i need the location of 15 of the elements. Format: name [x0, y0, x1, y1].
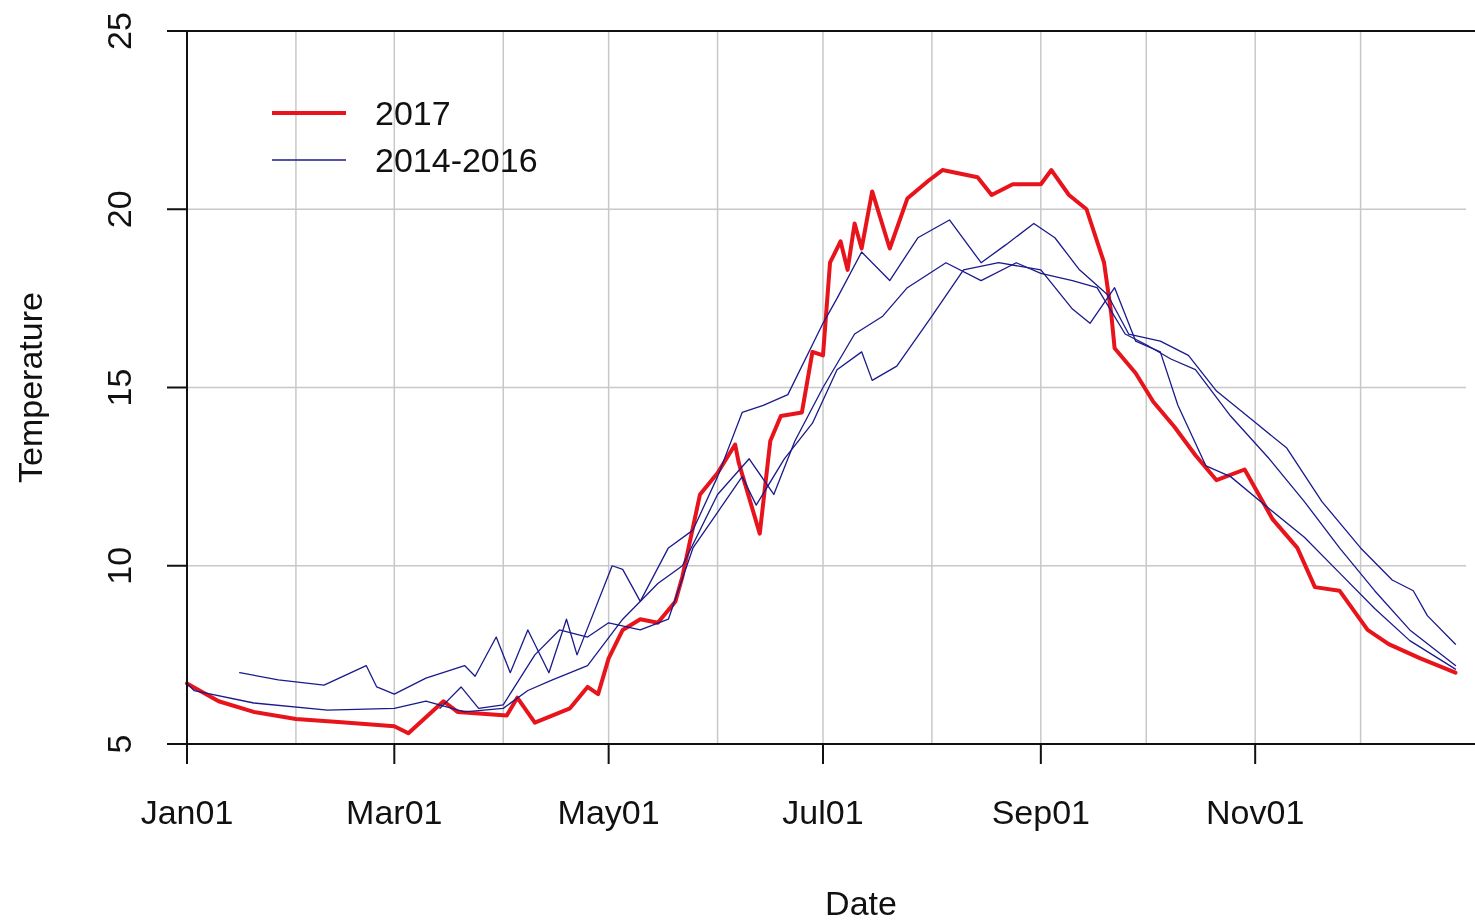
x-tick-label: May01	[557, 793, 660, 831]
x-tick-label: Mar01	[346, 793, 443, 831]
y-tick-label: 15	[100, 368, 138, 407]
y-tick-label: 10	[100, 546, 138, 585]
x-tick-label: Nov01	[1206, 793, 1305, 831]
y-tick-label: 5	[100, 734, 138, 754]
x-tick-label: Jul01	[782, 793, 864, 831]
x-axis-title: Date	[825, 884, 897, 922]
x-tick-label: Jan01	[140, 793, 234, 831]
legend-label: 2017	[375, 94, 451, 132]
y-axis-title: Temperature	[11, 292, 49, 483]
y-tick-label: 25	[100, 12, 138, 50]
y-tick-label: 20	[100, 190, 138, 229]
legend-label: 2014-2016	[375, 141, 538, 179]
x-tick-label: Sep01	[991, 793, 1090, 831]
